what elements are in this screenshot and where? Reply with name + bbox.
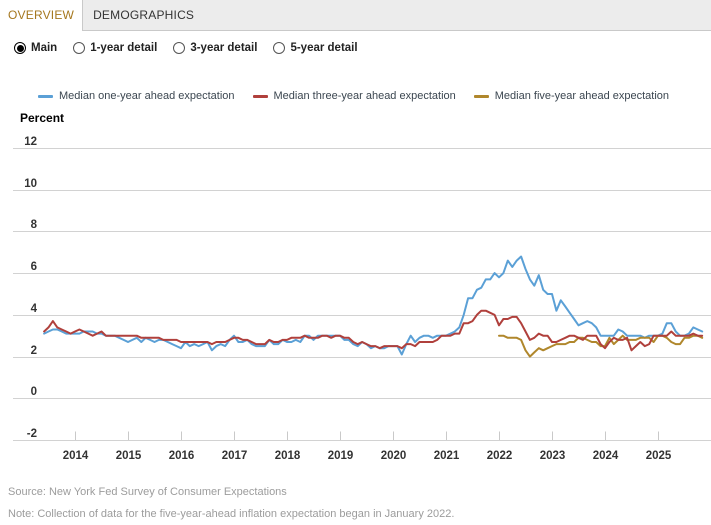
radio-label: 1-year detail (90, 42, 158, 54)
y-axis-label-4: 4 (31, 303, 38, 315)
series-line-three-year (43, 309, 704, 352)
legend-label: Median three-year ahead expectation (273, 90, 456, 102)
series-line-one-year (43, 255, 704, 356)
note-text: Note: Collection of data for the five-ye… (8, 508, 455, 520)
x-axis-label-2025: 2025 (646, 450, 672, 462)
tab-bar: OVERVIEW DEMOGRAPHICS (0, 0, 711, 31)
radio-unselected-icon[interactable] (73, 42, 86, 54)
radio-label: Main (31, 42, 58, 54)
x-axis-label-2017: 2017 (222, 450, 248, 462)
legend-line-swatch-icon (252, 94, 268, 98)
radio-main[interactable]: Main (14, 42, 57, 54)
legend-line-swatch-icon (473, 94, 489, 98)
x-axis-label-2024: 2024 (593, 450, 619, 462)
x-axis-label-2022: 2022 (487, 450, 513, 462)
x-axis-label-2021: 2021 (434, 450, 460, 462)
y-axis-label-0: 0 (31, 386, 37, 398)
chart-legend: Median one-year ahead expectation Median … (38, 89, 669, 103)
legend-item-one-year[interactable]: Median one-year ahead expectation (38, 89, 235, 103)
y-axis-label--2: -2 (27, 428, 37, 440)
source-text: Source: New York Fed Survey of Consumer … (8, 486, 287, 498)
radio-unselected-icon[interactable] (273, 42, 286, 54)
y-axis-label-12: 12 (24, 136, 37, 148)
legend-line-swatch-icon (38, 94, 53, 98)
x-axis-label-2015: 2015 (116, 450, 142, 462)
radio-unselected-icon[interactable] (173, 42, 186, 54)
radio-selected-icon[interactable] (14, 42, 26, 54)
tab-demographics[interactable]: DEMOGRAPHICS (93, 8, 195, 22)
radio-3-year-detail[interactable]: 3-year detail (173, 42, 257, 54)
radio-1-year-detail[interactable]: 1-year detail (73, 42, 157, 54)
radio-label: 5-year detail (290, 42, 358, 54)
x-axis-label-2023: 2023 (540, 450, 566, 462)
radio-label: 3-year detail (190, 42, 258, 54)
x-axis-label-2016: 2016 (169, 450, 195, 462)
x-axis-label-2018: 2018 (275, 450, 301, 462)
x-axis-label-2014: 2014 (63, 450, 89, 462)
inflation-expectations-chart: 12 10 8 6 4 2 0 -2 2014 2015 2016 2017 2018 2019 2020 2… (13, 111, 711, 462)
y-axis-label-6: 6 (31, 261, 37, 273)
legend-label: Median five-year ahead expectation (494, 90, 670, 102)
x-axis-label-2019: 2019 (328, 450, 354, 462)
legend-item-three-year[interactable]: Median three-year ahead expectation (252, 89, 456, 103)
series-line-five-year (498, 334, 704, 358)
radio-5-year-detail[interactable]: 5-year detail (273, 42, 358, 54)
x-axis-label-2020: 2020 (381, 450, 407, 462)
legend-item-five-year[interactable]: Median five-year ahead expectation (473, 89, 670, 103)
tab-overview[interactable]: OVERVIEW (0, 0, 84, 31)
y-axis-label-2: 2 (31, 345, 37, 357)
y-axis-label-10: 10 (24, 178, 37, 190)
view-radio-group: Main 1-year detail 3-year detail 5-year det… (14, 40, 358, 56)
y-axis-unit-label: Percent (20, 111, 64, 125)
legend-label: Median one-year ahead expectation (59, 90, 235, 102)
y-axis-label-8: 8 (31, 219, 38, 231)
